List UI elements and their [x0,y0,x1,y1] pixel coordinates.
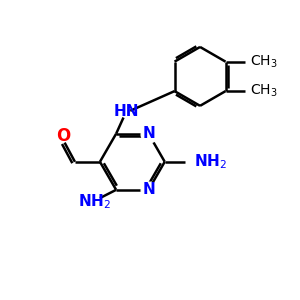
Text: NH$_2$: NH$_2$ [194,152,227,171]
Text: HN: HN [114,104,139,119]
Text: N: N [142,126,155,141]
Text: O: O [56,127,70,145]
Text: N: N [142,182,155,197]
Text: NH$_2$: NH$_2$ [78,192,110,211]
Text: CH$_3$: CH$_3$ [250,53,278,70]
Text: CH$_3$: CH$_3$ [250,83,278,99]
